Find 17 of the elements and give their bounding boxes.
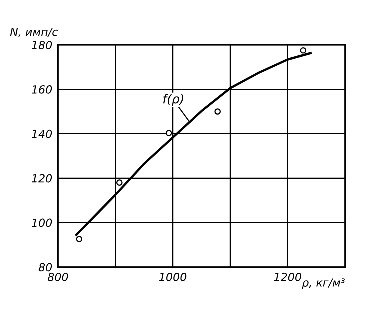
point	[300, 47, 307, 54]
x-tick-label: 1200	[274, 273, 302, 282]
point	[76, 236, 83, 242]
y-tick-label: 100	[32, 218, 52, 228]
y-axis-title: N, имп/с	[10, 28, 58, 38]
x-tick-label: 800	[48, 273, 68, 282]
point	[166, 130, 172, 136]
y-tick-label: 80	[38, 263, 52, 272]
y-tick-label: 180	[32, 41, 52, 50]
y-tick-label: 140	[32, 130, 52, 138]
x-axis-title: ρ, кг/м³	[302, 278, 345, 290]
point	[116, 180, 123, 186]
x-tick-label: 1000	[159, 273, 187, 282]
y-tick-label: 120	[32, 174, 52, 183]
annotation: f(ρ)	[163, 94, 184, 106]
y-tick-label: 160	[32, 85, 52, 94]
point	[214, 108, 221, 115]
